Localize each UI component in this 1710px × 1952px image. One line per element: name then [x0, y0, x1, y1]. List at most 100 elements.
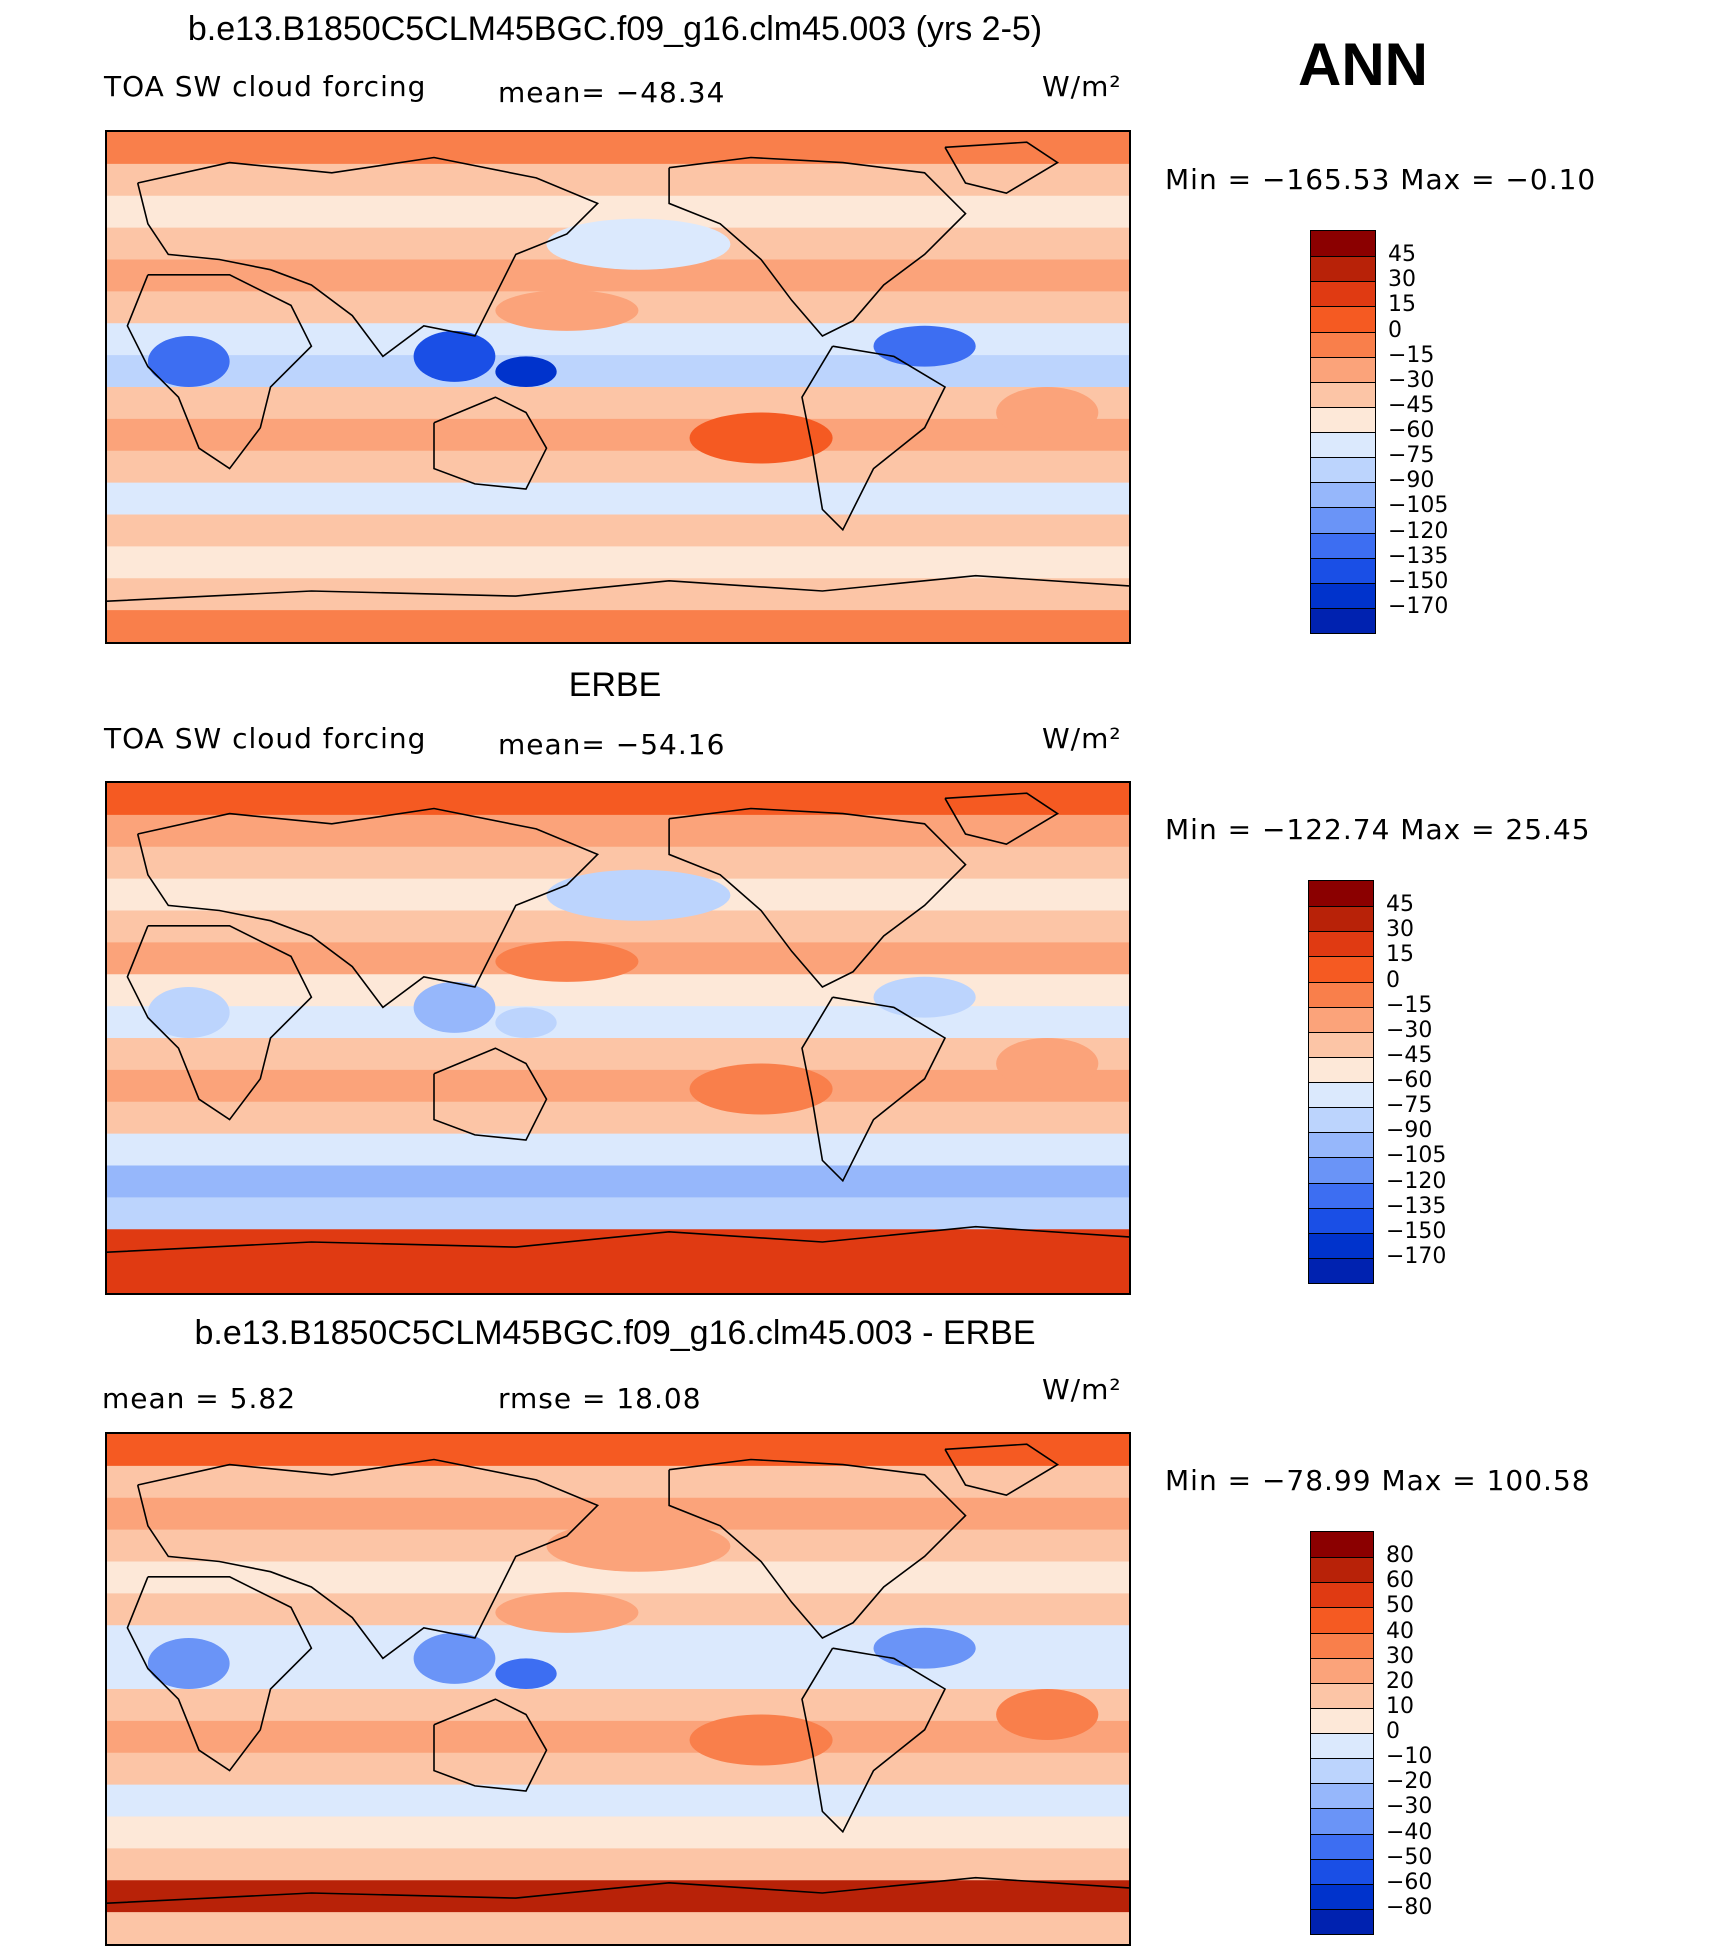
- colorbar-level-label: −60: [1386, 1068, 1433, 1093]
- colorbar-swatch: [1311, 1758, 1373, 1784]
- coastline: [126, 925, 313, 1121]
- colorbar-level-label: −90: [1388, 468, 1435, 494]
- colorbar-swatch: [1311, 1682, 1373, 1708]
- colorbar-level-label: 45: [1388, 242, 1416, 268]
- field-anomaly: [546, 869, 731, 921]
- coastline: [107, 1876, 1129, 1904]
- colorbar-level-label: −90: [1386, 1118, 1433, 1144]
- lat-band: [107, 1006, 1129, 1039]
- lat-band: [107, 163, 1129, 197]
- colorbar-swatch: [1309, 1132, 1373, 1158]
- coastline: [107, 1225, 1129, 1253]
- colorbar-swatch: [1311, 1908, 1373, 1934]
- colorbar-swatch: [1309, 1157, 1373, 1183]
- coastline: [944, 1443, 1059, 1497]
- lat-band: [107, 1912, 1129, 1944]
- map-field: [107, 1434, 1129, 1944]
- colorbar-level-label: 60: [1386, 1568, 1414, 1594]
- field-anomaly: [147, 336, 230, 387]
- coastline: [136, 1458, 600, 1660]
- lat-band: [107, 1069, 1129, 1103]
- colorbar-level-label: −120: [1388, 518, 1449, 544]
- panel-1-map: [105, 130, 1131, 644]
- lat-band: [107, 1752, 1129, 1786]
- panel-1-colorbar: [1310, 230, 1376, 634]
- coastline: [136, 807, 600, 1009]
- colorbar-swatch: [1311, 1707, 1373, 1733]
- colorbar-swatch: [1311, 406, 1375, 432]
- colorbar-swatch: [1311, 1783, 1373, 1809]
- colorbar-level-label: 30: [1388, 267, 1416, 293]
- colorbar-level-label: −60: [1386, 1869, 1433, 1895]
- colorbar-level-label: −30: [1388, 367, 1435, 393]
- coastline: [801, 996, 947, 1183]
- lat-band: [107, 1465, 1129, 1499]
- colorbar-swatch: [1311, 381, 1375, 407]
- coastline: [136, 156, 600, 358]
- lat-band: [107, 1133, 1129, 1167]
- coastline: [801, 1647, 947, 1834]
- colorbar-level-label: 40: [1386, 1618, 1414, 1644]
- colorbar-swatch: [1311, 1632, 1373, 1658]
- colorbar-level-label: −45: [1386, 1042, 1433, 1068]
- field-anomaly: [996, 1038, 1099, 1089]
- colorbar-level-label: −150: [1386, 1218, 1447, 1244]
- colorbar-level-label: −75: [1388, 443, 1435, 469]
- field-anomaly: [495, 1007, 557, 1038]
- colorbar-swatch: [1311, 1557, 1373, 1583]
- lat-band: [107, 1720, 1129, 1754]
- colorbar-swatch: [1311, 432, 1375, 458]
- colorbar-swatch: [1309, 981, 1373, 1007]
- lat-band: [107, 323, 1129, 357]
- field-anomaly: [147, 1638, 230, 1689]
- panel-2-colorbar: [1308, 880, 1374, 1284]
- colorbar-swatch: [1311, 457, 1375, 483]
- coastline: [126, 274, 313, 470]
- map-field: [107, 132, 1129, 642]
- lat-band: [107, 1038, 1129, 1071]
- coastline: [433, 1698, 548, 1792]
- colorbar-level-label: −40: [1386, 1819, 1433, 1845]
- field-anomaly: [413, 330, 496, 382]
- panel-2-map: [105, 781, 1131, 1295]
- coastline: [944, 792, 1059, 846]
- colorbar-level-label: −135: [1386, 1193, 1447, 1219]
- colorbar-swatch: [1309, 881, 1373, 907]
- colorbar-level-label: 15: [1388, 292, 1416, 318]
- colorbar-swatch: [1311, 356, 1375, 382]
- colorbar-level-label: −50: [1386, 1844, 1433, 1870]
- colorbar-level-label: −30: [1386, 1017, 1433, 1043]
- colorbar-swatch: [1309, 1107, 1373, 1133]
- coastline: [668, 807, 967, 988]
- colorbar-swatch: [1311, 1532, 1373, 1558]
- lat-band: [107, 1229, 1129, 1263]
- field-anomaly: [546, 218, 731, 270]
- field-anomaly: [873, 1627, 976, 1669]
- colorbar-swatch: [1309, 1082, 1373, 1108]
- panel-2-title: ERBE: [568, 666, 662, 704]
- lat-band: [107, 1434, 1129, 1467]
- field-anomaly: [689, 1063, 833, 1115]
- colorbar-swatch: [1311, 482, 1375, 508]
- colorbar-swatch: [1311, 281, 1375, 307]
- colorbar-level-label: −75: [1386, 1093, 1433, 1119]
- colorbar-swatch: [1311, 557, 1375, 583]
- colorbar-level-label: −15: [1388, 342, 1435, 368]
- field-anomaly: [546, 1520, 731, 1572]
- panel-2-minmax: Min = −122.74 Max = 25.45: [1165, 813, 1591, 846]
- lat-band: [107, 1625, 1129, 1659]
- lat-band: [107, 1816, 1129, 1850]
- colorbar-swatch: [1311, 231, 1375, 257]
- colorbar-level-label: 0: [1386, 967, 1400, 993]
- colorbar-level-label: −105: [1388, 493, 1449, 519]
- lat-band: [107, 1657, 1129, 1690]
- colorbar-swatch: [1311, 1657, 1373, 1683]
- panel-2-stat: mean= −54.16: [498, 728, 726, 761]
- panel-3-units: W/m²: [1042, 1373, 1122, 1406]
- colorbar-level-label: 15: [1386, 942, 1414, 968]
- colorbar-swatch: [1311, 1582, 1373, 1608]
- colorbar-swatch: [1311, 1733, 1373, 1759]
- colorbar-swatch: [1311, 532, 1375, 558]
- field-anomaly: [413, 981, 496, 1033]
- panel-1-stat: mean= −48.34: [498, 76, 726, 109]
